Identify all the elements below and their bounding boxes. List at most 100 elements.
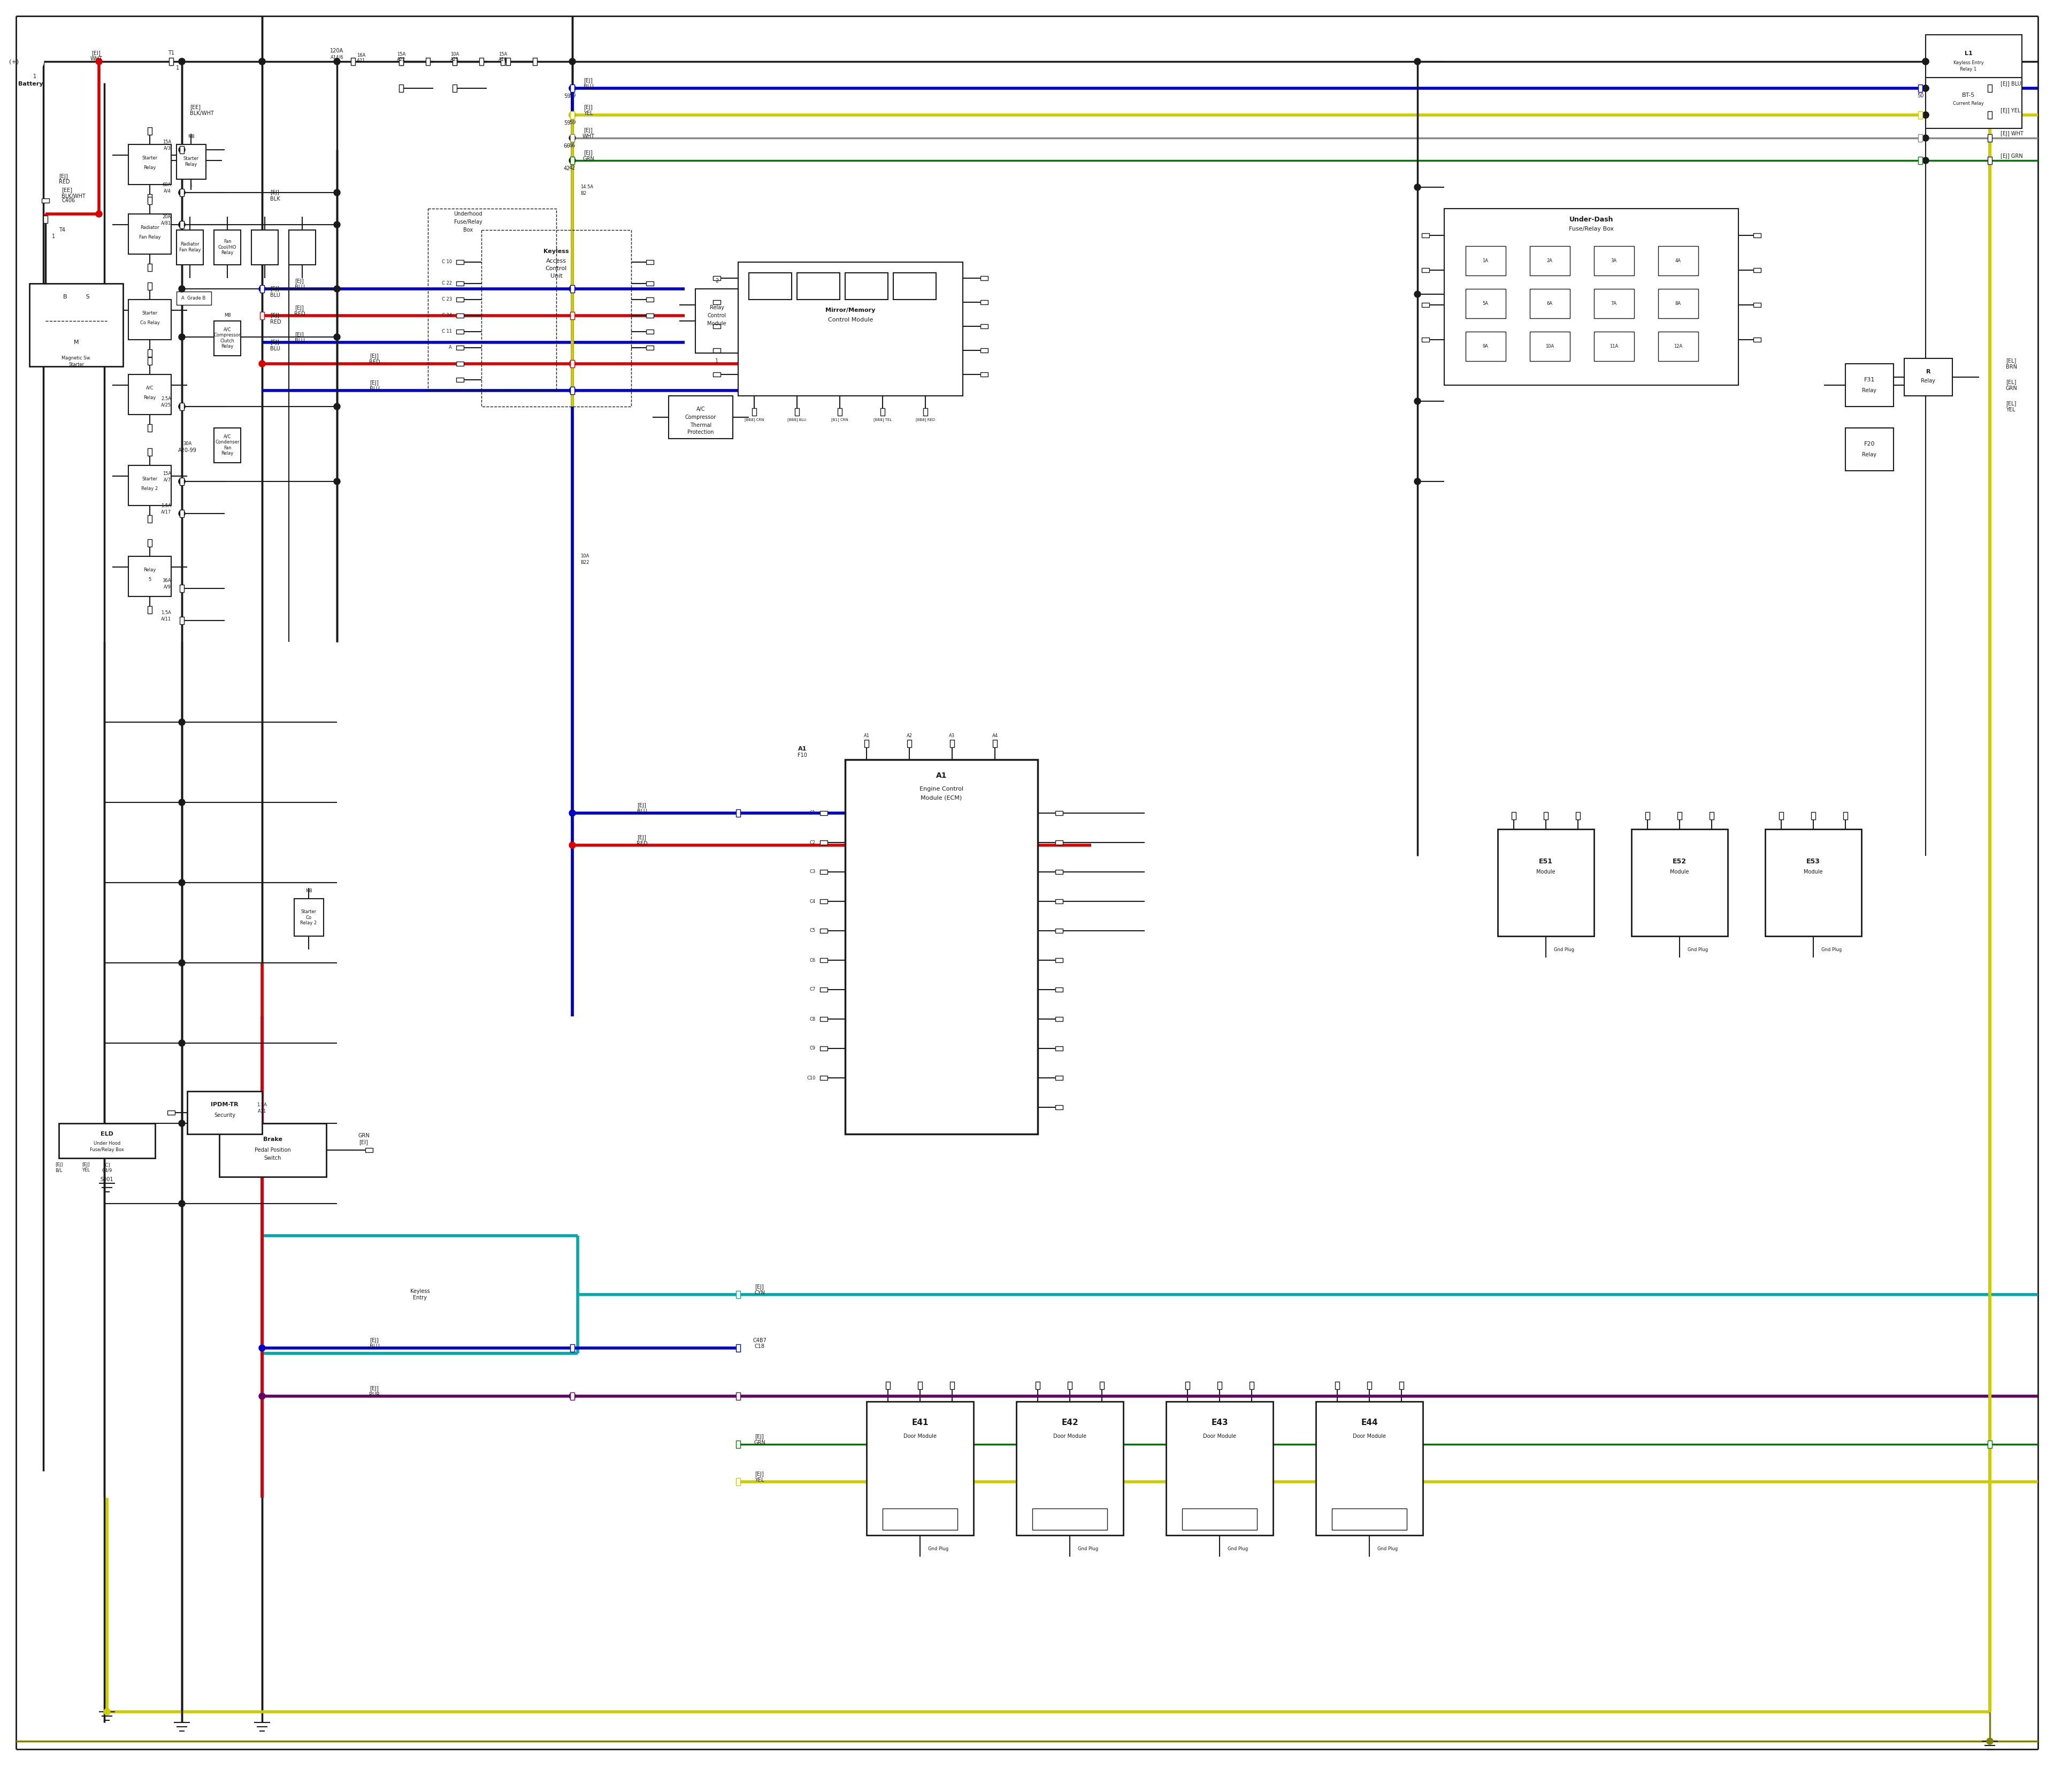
Circle shape bbox=[569, 158, 575, 163]
Bar bbox=[456, 378, 464, 382]
Text: [EJ] BLU: [EJ] BLU bbox=[2001, 81, 2021, 86]
Bar bbox=[696, 289, 737, 353]
Text: Control: Control bbox=[546, 265, 567, 271]
Text: C10: C10 bbox=[807, 1075, 815, 1081]
Bar bbox=[867, 1401, 974, 1536]
Bar bbox=[1754, 269, 1760, 272]
Text: C4B7: C4B7 bbox=[752, 1339, 766, 1344]
Bar bbox=[1497, 830, 1594, 935]
Bar bbox=[820, 1075, 828, 1081]
Text: Module: Module bbox=[1670, 869, 1688, 874]
Text: A1: A1 bbox=[863, 733, 869, 738]
Text: Fan Relay: Fan Relay bbox=[140, 235, 160, 240]
Text: Starter
Relay: Starter Relay bbox=[183, 156, 199, 167]
Text: Relay: Relay bbox=[709, 305, 723, 310]
Text: RED: RED bbox=[370, 360, 380, 366]
Bar bbox=[181, 509, 185, 518]
Circle shape bbox=[569, 1392, 575, 1400]
Text: B22: B22 bbox=[581, 561, 589, 564]
Text: A14/6: A14/6 bbox=[331, 56, 343, 59]
Bar bbox=[980, 299, 988, 305]
Bar bbox=[1927, 77, 2021, 129]
Text: B          S: B S bbox=[64, 294, 90, 299]
Text: Gnd Plug: Gnd Plug bbox=[1688, 948, 1709, 952]
Text: 10A: 10A bbox=[581, 554, 589, 559]
Bar bbox=[177, 292, 212, 305]
Bar bbox=[127, 556, 170, 597]
Bar bbox=[181, 403, 185, 410]
Circle shape bbox=[1415, 185, 1421, 190]
Bar bbox=[398, 84, 403, 91]
Text: Module (ECM): Module (ECM) bbox=[920, 796, 961, 801]
Bar bbox=[532, 57, 536, 65]
Text: 7A: 7A bbox=[1610, 301, 1616, 306]
Bar bbox=[1645, 812, 1649, 819]
Text: 42: 42 bbox=[563, 167, 571, 172]
Text: [EJ]: [EJ] bbox=[271, 190, 279, 195]
Bar bbox=[713, 373, 721, 376]
Bar bbox=[795, 409, 799, 416]
Bar bbox=[1467, 246, 1506, 276]
Text: [EJ]: [EJ] bbox=[756, 1471, 764, 1477]
Text: Unit: Unit bbox=[550, 274, 563, 280]
Text: Relay: Relay bbox=[144, 165, 156, 170]
Text: [EJ]: [EJ] bbox=[55, 1163, 64, 1167]
Bar bbox=[713, 299, 721, 305]
Circle shape bbox=[569, 134, 575, 142]
Circle shape bbox=[1415, 478, 1421, 484]
Text: WHT: WHT bbox=[90, 56, 103, 61]
Bar bbox=[456, 314, 464, 317]
Text: [EJ]: [EJ] bbox=[637, 803, 647, 808]
Text: [EJ]: [EJ] bbox=[370, 1385, 378, 1391]
Bar bbox=[168, 57, 173, 65]
Circle shape bbox=[179, 147, 185, 152]
Text: Control: Control bbox=[707, 314, 727, 319]
Bar bbox=[571, 134, 575, 142]
Text: [EJ]: [EJ] bbox=[60, 174, 68, 179]
Circle shape bbox=[179, 59, 185, 65]
Text: Keyless: Keyless bbox=[544, 249, 569, 254]
Bar bbox=[1530, 246, 1569, 276]
Text: E44: E44 bbox=[1362, 1419, 1378, 1426]
Bar bbox=[181, 188, 185, 197]
Text: C4/9: C4/9 bbox=[103, 1168, 113, 1172]
Circle shape bbox=[179, 799, 185, 806]
Text: [BB8] BLU: [BB8] BLU bbox=[787, 418, 807, 421]
Bar bbox=[1249, 1382, 1253, 1389]
Text: Starter: Starter bbox=[68, 362, 84, 367]
Bar bbox=[750, 272, 791, 299]
Text: C8: C8 bbox=[809, 1016, 815, 1021]
Text: 6A: 6A bbox=[1547, 301, 1553, 306]
Bar bbox=[1056, 812, 1062, 815]
Bar bbox=[670, 396, 733, 439]
Text: 1: 1 bbox=[715, 358, 719, 364]
Bar bbox=[1754, 233, 1760, 238]
Bar bbox=[127, 213, 170, 254]
Text: 60A: 60A bbox=[162, 183, 170, 188]
Bar bbox=[456, 362, 464, 366]
Text: Underhood: Underhood bbox=[454, 211, 483, 217]
Text: Brake: Brake bbox=[263, 1136, 283, 1142]
Circle shape bbox=[569, 360, 575, 367]
Bar bbox=[980, 348, 988, 353]
Bar bbox=[735, 1441, 739, 1448]
Text: [C]: [C] bbox=[103, 1163, 111, 1167]
Text: A3: A3 bbox=[949, 733, 955, 738]
Bar bbox=[127, 145, 170, 185]
Bar bbox=[1545, 812, 1549, 819]
Circle shape bbox=[105, 1708, 111, 1715]
Text: BLU: BLU bbox=[271, 346, 279, 351]
Bar bbox=[1988, 111, 1992, 118]
Circle shape bbox=[179, 719, 185, 726]
Circle shape bbox=[179, 1201, 185, 1206]
Bar bbox=[838, 409, 842, 416]
Bar bbox=[865, 740, 869, 747]
Bar bbox=[1678, 812, 1682, 819]
Text: A25: A25 bbox=[450, 57, 458, 63]
Text: 50: 50 bbox=[1916, 93, 1925, 99]
Text: 2: 2 bbox=[715, 278, 719, 283]
Bar bbox=[456, 281, 464, 285]
Text: 15A: 15A bbox=[162, 140, 170, 145]
Text: L1: L1 bbox=[1964, 50, 1972, 56]
Text: RED: RED bbox=[271, 319, 281, 324]
